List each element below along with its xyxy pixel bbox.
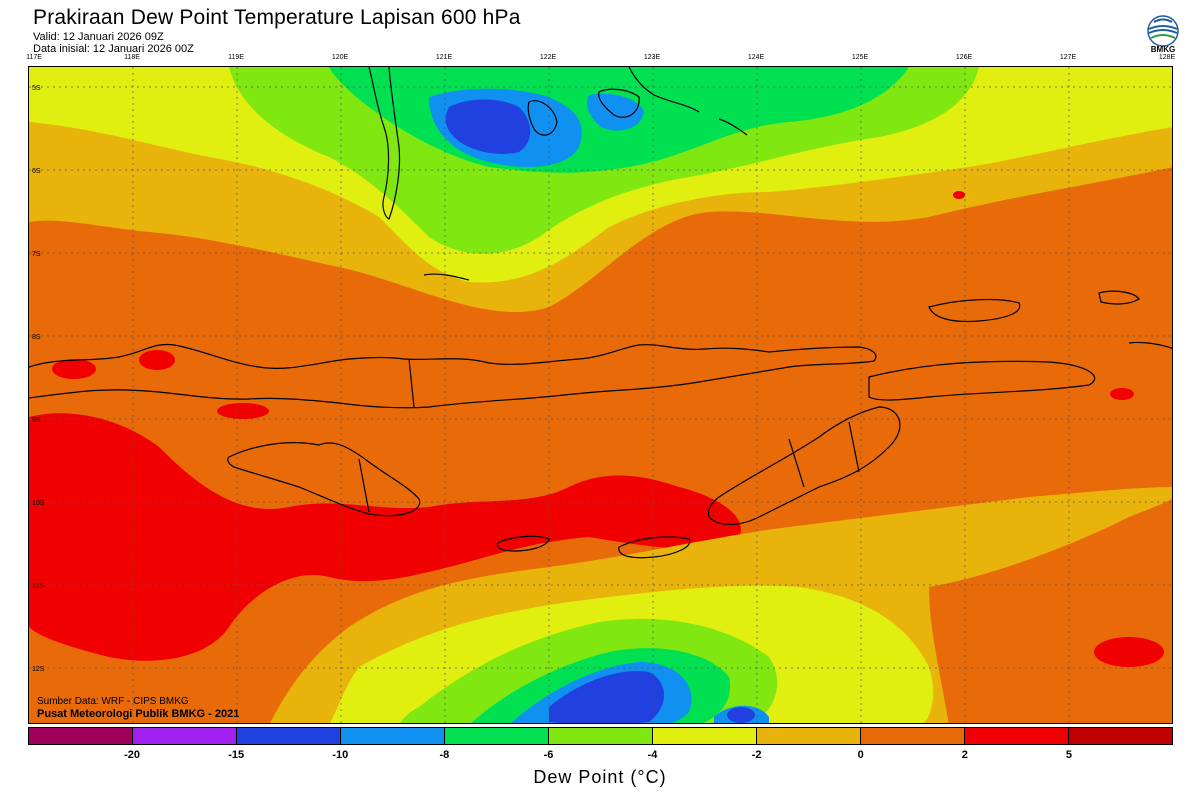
lon-label: 127E <box>1059 54 1077 61</box>
colorbar-tick: -2 <box>751 749 762 761</box>
lon-label: 124E <box>747 54 765 61</box>
lat-label: 10S <box>32 500 45 507</box>
lon-label: 118E <box>124 54 140 61</box>
colorbar-segment <box>549 728 653 744</box>
colorbar-tick: -4 <box>647 749 658 761</box>
lat-label: 11S <box>32 583 44 590</box>
logo-text: BMKG <box>1150 45 1176 54</box>
lat-label: 6S <box>32 168 41 175</box>
colorbar-tick: -10 <box>332 749 349 761</box>
colorbar-tick: -8 <box>439 749 450 761</box>
data-source: Sumber Data: WRF - CIPS BMKG <box>37 696 189 707</box>
bmkg-logo-icon <box>1147 15 1179 47</box>
map-title: Prakiraan Dew Point Temperature Lapisan … <box>33 6 521 29</box>
publisher: Pusat Meteorologi Publik BMKG - 2021 <box>37 708 240 720</box>
colorbar-segment <box>237 728 341 744</box>
lon-label: 125E <box>851 54 869 61</box>
colorbar-tick: -20 <box>124 749 141 761</box>
colorbar-segment <box>133 728 237 744</box>
lon-label: 122E <box>539 54 557 61</box>
lat-label: 8S <box>32 334 41 341</box>
colorbar-tick: 5 <box>1065 749 1072 761</box>
lon-label: 123E <box>643 54 661 61</box>
lon-label: 117E <box>26 54 42 61</box>
colorbar-tick: -15 <box>228 749 245 761</box>
lon-label: 120E <box>331 54 349 61</box>
colorbar-segment <box>341 728 445 744</box>
map-header: Prakiraan Dew Point Temperature Lapisan … <box>0 0 1200 66</box>
colorbar-label: Dew Point (°C) <box>533 767 667 787</box>
map-canvas: 5S 6S 7S 8S 9S 10S 11S 12S <box>29 67 1172 723</box>
colorbar-segment <box>861 728 965 744</box>
lat-label: 12S <box>32 666 45 673</box>
dew-point-map: 5S 6S 7S 8S 9S 10S 11S 12S Sumber Data: … <box>28 66 1173 724</box>
lat-label: 7S <box>32 251 41 258</box>
lon-label: 128E <box>1158 54 1176 61</box>
colorbar-tick: 2 <box>961 749 968 761</box>
colorbar-tick: 0 <box>857 749 864 761</box>
lon-label: 121E <box>435 54 453 61</box>
lon-label: 126E <box>955 54 973 61</box>
init-time: Data inisial: 12 Januari 2026 00Z <box>33 43 194 55</box>
colorbar-segment <box>757 728 861 744</box>
colorbar-ticks: -20 -15 -10 -8 -6 -4 -2 0 2 5 <box>28 749 1173 763</box>
credits: Sumber Data: WRF - CIPS BMKG Pusat Meteo… <box>37 696 239 720</box>
colorbar <box>28 727 1173 745</box>
valid-time: Valid: 12 Januari 2026 09Z <box>33 31 164 43</box>
colorbar-segment <box>1069 728 1172 744</box>
colorbar-segment <box>445 728 549 744</box>
longitude-axis: 117E 118E 119E 120E 121E 122E 123E 124E 125E 126E… <box>26 54 1176 66</box>
colorbar-segment <box>29 728 133 744</box>
colorbar-segment <box>965 728 1069 744</box>
colorbar-segment <box>653 728 757 744</box>
lat-label: 9S <box>32 417 41 424</box>
lat-label: 5S <box>32 85 41 92</box>
colorbar-tick: -6 <box>543 749 554 761</box>
lon-label: 119E <box>228 54 244 61</box>
